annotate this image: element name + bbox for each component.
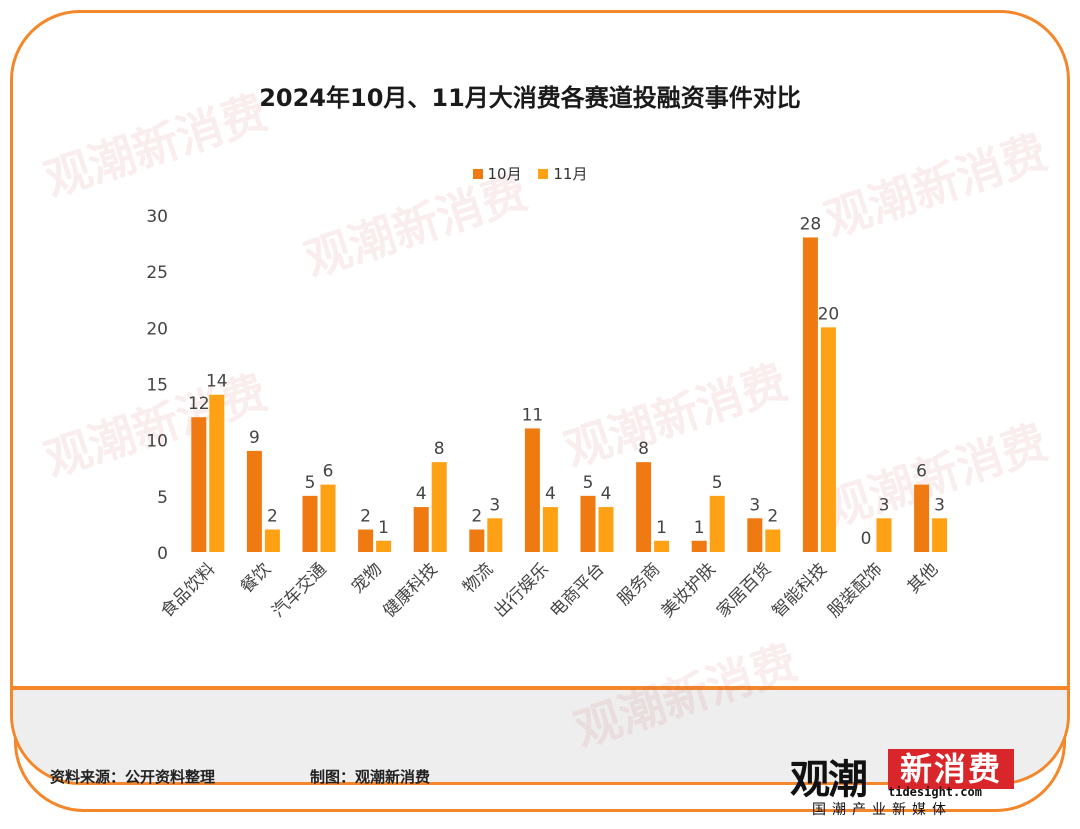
x-tick-label: 宠物 — [348, 559, 386, 597]
data-label: 3 — [749, 495, 760, 515]
data-label: 1 — [694, 518, 705, 538]
legend-label: 10月 — [487, 165, 522, 183]
y-tick-label: 5 — [157, 488, 168, 508]
bar-oct — [747, 518, 763, 552]
brand-logo: 观潮 新消费 tidesight.com 国潮产业新媒体 — [790, 747, 1020, 818]
x-tick-label: 餐饮 — [237, 559, 275, 597]
data-label: 20 — [818, 304, 840, 324]
x-tick-label: 健康科技 — [380, 559, 442, 621]
bar-nov — [431, 462, 447, 552]
bar-oct — [691, 540, 707, 552]
y-tick-label: 10 — [146, 432, 168, 452]
data-label: 3 — [934, 495, 945, 515]
bar-nov — [654, 540, 670, 552]
legend-swatch — [472, 168, 483, 179]
logo-right-text: 新消费 — [888, 749, 1014, 789]
bar-oct — [246, 450, 262, 552]
bar-nov — [876, 518, 892, 552]
logo-tagline: 国潮产业新媒体 — [812, 802, 952, 818]
legend-label: 11月 — [553, 165, 588, 183]
bar-oct — [524, 428, 540, 552]
data-label: 2 — [767, 507, 778, 527]
logo-left-text: 观潮 — [790, 756, 868, 803]
x-tick-label: 家居百货 — [713, 559, 775, 621]
x-tick-label: 美妆护肤 — [658, 559, 720, 621]
legend-item-11: 11月 — [538, 163, 587, 184]
data-label: 28 — [800, 214, 822, 234]
x-tick-label: 汽车交通 — [268, 559, 330, 621]
data-label: 0 — [861, 529, 872, 549]
bar-oct — [636, 462, 652, 552]
bar-oct — [802, 237, 818, 552]
data-label: 2 — [267, 507, 278, 527]
data-label: 6 — [916, 462, 927, 482]
bar-nov — [820, 327, 836, 552]
data-label: 2 — [360, 507, 371, 527]
bar-nov — [932, 518, 948, 552]
data-label: 9 — [249, 428, 260, 448]
data-label: 12 — [188, 394, 210, 414]
data-label: 11 — [522, 405, 544, 425]
data-label: 1 — [656, 518, 667, 538]
bar-nov — [264, 529, 280, 552]
y-tick-label: 15 — [146, 376, 168, 396]
data-label: 14 — [206, 372, 228, 392]
x-tick-label: 其他 — [904, 559, 942, 597]
data-label: 1 — [378, 518, 389, 538]
data-label: 8 — [434, 439, 445, 459]
legend-item-10: 10月 — [472, 163, 522, 184]
data-label: 6 — [323, 462, 334, 482]
bar-nov — [709, 495, 725, 552]
data-label: 3 — [879, 495, 890, 515]
y-tick-label: 25 — [146, 263, 168, 283]
data-label: 2 — [471, 507, 482, 527]
x-tick-label: 智能科技 — [769, 559, 831, 621]
bar-nov — [487, 518, 503, 552]
x-tick-label: 服务商 — [614, 559, 664, 609]
bar-nov — [598, 507, 614, 552]
bar-nov — [209, 394, 225, 552]
data-label: 8 — [638, 439, 649, 459]
data-label: 5 — [583, 473, 594, 493]
data-label: 5 — [305, 473, 316, 493]
data-label: 3 — [489, 495, 500, 515]
x-tick-label: 出行娱乐 — [491, 559, 553, 621]
data-label: 4 — [545, 484, 556, 504]
logo-url: tidesight.com — [888, 785, 982, 799]
x-tick-label: 电商平台 — [546, 559, 608, 621]
bar-nov — [765, 529, 781, 552]
data-label: 4 — [601, 484, 612, 504]
y-tick-label: 20 — [146, 319, 168, 339]
chart-card — [10, 10, 1070, 785]
data-label: 4 — [416, 484, 427, 504]
source-note: 资料来源：公开资料整理 — [50, 768, 216, 786]
chart-legend: 10月 11月 — [0, 163, 1060, 184]
x-tick-label: 食品饮料 — [157, 559, 219, 621]
bar-oct — [358, 529, 374, 552]
bar-nov — [376, 540, 392, 552]
legend-swatch — [538, 168, 549, 179]
bar-oct — [302, 495, 318, 552]
y-tick-label: 30 — [146, 207, 168, 227]
bar-nov — [320, 484, 336, 552]
x-tick-label: 物流 — [459, 559, 497, 597]
maker-note: 制图：观潮新消费 — [310, 768, 431, 786]
bar-oct — [469, 529, 485, 552]
bar-nov — [542, 507, 558, 552]
x-tick-label: 服装配饰 — [824, 559, 886, 621]
bar-oct — [413, 507, 429, 552]
bar-oct — [914, 484, 930, 552]
chart-title: 2024年10月、11月大消费各赛道投融资事件对比 — [259, 84, 801, 112]
data-label: 5 — [712, 473, 723, 493]
bar-oct — [191, 417, 207, 552]
y-tick-label: 0 — [157, 544, 168, 564]
bar-oct — [580, 495, 596, 552]
